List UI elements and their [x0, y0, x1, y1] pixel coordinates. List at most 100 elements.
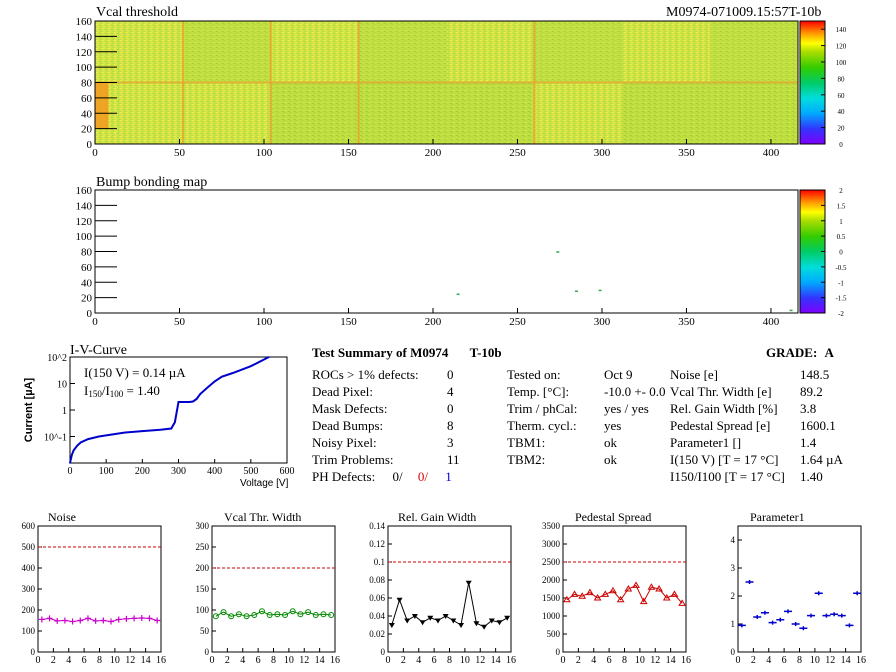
iv-xtick-label-2: 200: [135, 466, 150, 477]
small-plot-3-point-6: [609, 586, 617, 594]
iv-point-4: [80, 441, 82, 444]
iv-point-0: [69, 462, 71, 464]
heatmap-1-xtick-label-5: 250: [509, 316, 526, 328]
grade-label: GRADE:: [766, 345, 818, 360]
summary-right-label-0: Noise [e]: [670, 367, 719, 382]
small-plot-1-point-3: [235, 611, 242, 618]
heatmap-1-ytick-label-4: 80: [81, 247, 93, 259]
small-plot-4-xtick-label-6: 12: [825, 655, 835, 666]
colorbar-0-label-0: 0: [839, 141, 843, 149]
small-plot-2-frame: [387, 525, 512, 653]
iv-point-9: [141, 430, 144, 432]
colorbar-1: [799, 189, 826, 314]
small-plot-2-xtick-label-7: 14: [491, 655, 501, 666]
small-plot-3-point-2: [578, 592, 587, 599]
summary-left-label-2: Mask Defects:: [312, 401, 388, 416]
small-plot-0-ytick-label-3: 300: [22, 584, 36, 594]
bump-title: Bump bonding map: [96, 175, 208, 190]
small-plot-2-xtick-label-8: 16: [506, 655, 516, 666]
small-plot-0-point-10: [115, 616, 122, 623]
module-id: M0974-071009.15:57T-10b: [666, 5, 822, 20]
small-plot-0-point-3: [61, 617, 68, 624]
iv-xtick-label-4: 400: [207, 466, 222, 477]
ph-defects-value-1: 0/: [417, 469, 428, 484]
summary-mid-label-4: TBM1:: [507, 435, 546, 450]
summary-left-value-0: 0: [447, 367, 454, 382]
small-plot-2-ytick-label-2: 0.04: [369, 611, 385, 621]
iv-ytick-label-1: 1: [62, 406, 67, 417]
small-plot-1-xtick-label-5: 10: [284, 655, 294, 666]
small-plot-0-ytick-label-5: 500: [22, 542, 36, 552]
small-plot-3-ytick-label-6: 3000: [542, 539, 561, 549]
small-plot-1-ytick-label-3: 150: [196, 584, 210, 594]
small-plot-1-point-4: [243, 613, 250, 620]
small-plot-3-xtick-label-8: 16: [681, 655, 691, 666]
small-plot-1-point-7: [266, 612, 273, 619]
heatmap-0-xtick-label-1: 50: [174, 147, 186, 159]
ph-defects-label: PH Defects:: [312, 469, 376, 484]
summary-right-label-2: Rel. Gain Width [%]: [670, 401, 778, 416]
iv-ratio-i: I: [84, 383, 89, 398]
small-plot-1-point-9: [282, 612, 289, 619]
iv-point-17: [192, 400, 194, 403]
small-plot-0-xtick-label-3: 6: [82, 655, 87, 666]
iv-ytick-label-2: 10: [57, 380, 67, 391]
summary-right-label-3: Pedestal Spread [e]: [670, 418, 771, 433]
small-plot-1-ytick-label-2: 100: [196, 605, 210, 615]
small-plot-0-point-0: [38, 616, 45, 623]
bump-map-point-4: [789, 309, 793, 312]
small-plot-2-xtick-label-0: 0: [386, 655, 391, 666]
colorbar-1-label-7: -1.5: [835, 295, 847, 303]
iv-point-3: [76, 444, 79, 447]
small-plot-4-point-12: [830, 612, 839, 617]
summary-mid-value-3: yes: [604, 418, 622, 433]
summary-right-value-2: 3.8: [800, 401, 817, 416]
iv-xtick-label-1: 100: [99, 466, 114, 477]
small-plot-2-ytick-label-4: 0.08: [369, 575, 385, 585]
small-plot-1-point-10: [289, 608, 296, 615]
small-plot-1-ytick-label-4: 200: [196, 563, 210, 573]
ph-defects-value-2: 1: [445, 469, 452, 484]
small-plot-4-point-6: [783, 609, 792, 614]
small-plot-0-ytick-label-4: 400: [22, 563, 36, 573]
small-plot-3-line: [566, 584, 683, 604]
small-plot-3-point-5: [601, 590, 610, 597]
heatmap-1-xtick-label-3: 150: [340, 316, 357, 328]
summary-left-label-0: ROCs > 1% defects:: [312, 367, 419, 382]
summary-right-value-3: 1600.1: [800, 418, 836, 433]
parameter1-title: Parameter1: [750, 510, 805, 524]
small-plot-1-line: [215, 610, 332, 617]
iv-ratio-val: = 1.40: [123, 383, 160, 398]
small-plot-1-point-6: [258, 608, 265, 615]
small-plot-3-ytick-label-1: 500: [547, 629, 561, 639]
small-plot-2-ytick-label-6: 0.12: [369, 539, 385, 549]
iv-xtick-label-3: 300: [171, 466, 186, 477]
small-plot-1-ytick-label-6: 300: [196, 521, 210, 531]
iv-xlabel: Voltage [V]: [240, 478, 289, 489]
small-plot-0-point-11: [123, 615, 130, 622]
small-plot-2-point-7: [442, 614, 449, 619]
bump-map-point-2: [598, 289, 602, 292]
colorbar-0-label-3: 60: [838, 92, 846, 100]
small-plot-3-xtick-label-4: 8: [622, 655, 627, 666]
pedestal-title: Pedestal Spread: [575, 510, 652, 524]
gain-width-title: Rel. Gain Width: [398, 510, 477, 524]
summary-left-values: 0 4 0 8 3 11: [447, 366, 460, 468]
small-plot-3-xtick-label-0: 0: [561, 655, 566, 666]
small-plot-0-point-7: [92, 617, 99, 624]
summary-left-value-2: 0: [447, 401, 454, 416]
summary-module-type: T-10b: [469, 345, 502, 360]
heatmap-1-ytick-label-8: 160: [76, 185, 93, 197]
iv-point-6: [98, 435, 100, 438]
iv-point-15: [184, 401, 187, 403]
small-plot-0-ytick-label-6: 600: [22, 521, 36, 531]
colorbar-1-label-6: -1: [838, 279, 844, 287]
small-plot-3-point-11: [647, 583, 656, 590]
summary-right-value-0: 148.5: [800, 367, 830, 382]
grade-value: A: [824, 345, 834, 360]
summary-right-label-1: Vcal Thr. Width [e]: [670, 384, 772, 399]
small-plot-3-point-1: [570, 590, 579, 597]
heatmap-1-xtick-label-8: 400: [763, 316, 780, 328]
small-plot-1-point-14: [320, 611, 327, 618]
small-plot-3-xtick-label-2: 4: [591, 655, 596, 666]
